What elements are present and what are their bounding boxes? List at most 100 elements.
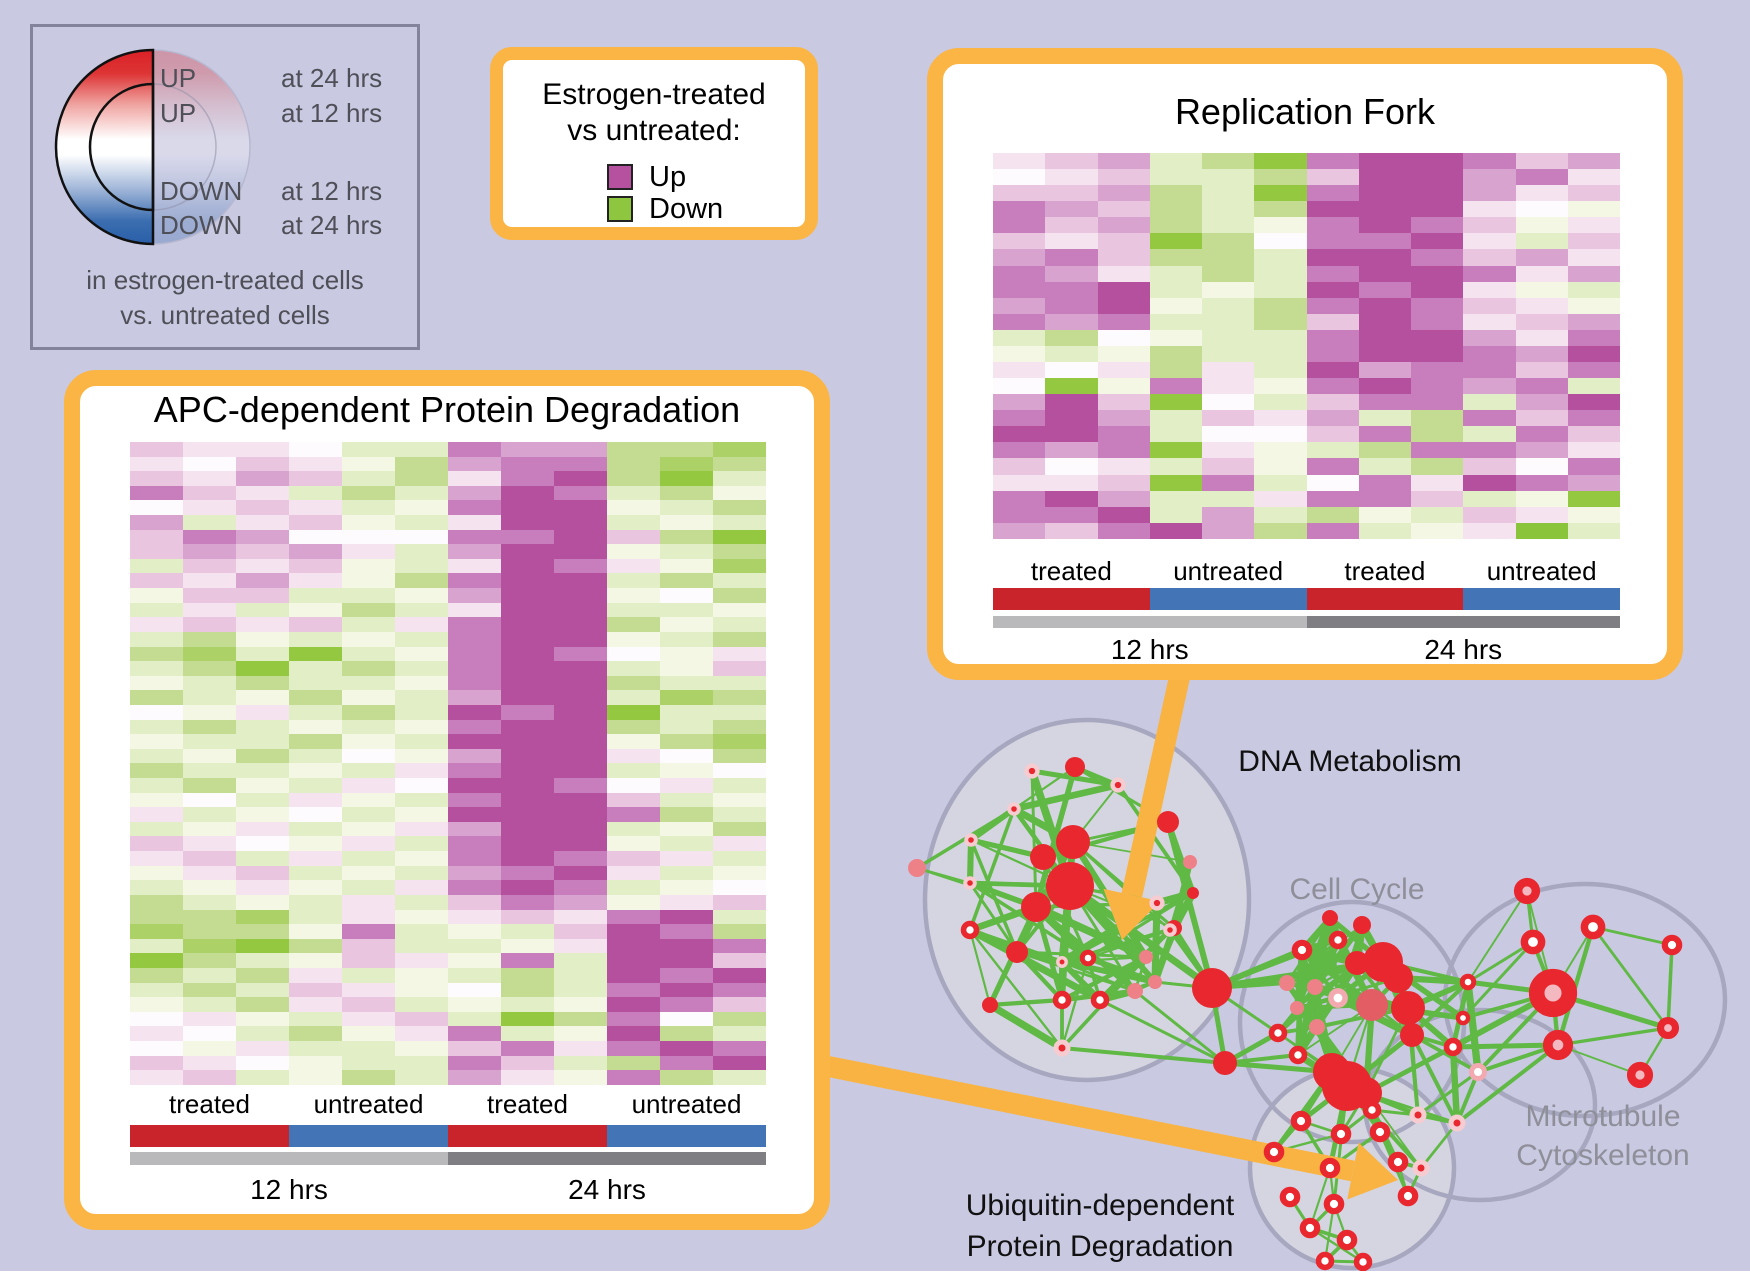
heatmap-cell: [1202, 506, 1255, 523]
legend-footer-line2: vs. untreated cells: [120, 300, 330, 330]
heatmap-cell: [993, 265, 1046, 282]
heatmap-cell: [130, 967, 183, 983]
heatmap-cell: [1097, 217, 1150, 234]
heatmap-cell: [183, 967, 236, 983]
heatmap-cell: [183, 500, 236, 516]
heatmap-cell: [1411, 506, 1464, 523]
heatmap-cell: [660, 894, 713, 910]
heatmap-cell: [130, 661, 183, 676]
heatmap-cell: [130, 442, 183, 457]
legend-time-24-bot: at 24 hrs: [281, 210, 383, 240]
heatmap-cell: [1411, 442, 1464, 459]
heatmap-cell: [713, 602, 766, 618]
heatmap-cell: [501, 588, 554, 603]
heatmap-cell: [1515, 217, 1568, 234]
heatmap-cell: [1567, 474, 1620, 491]
heatmap-cell: [183, 821, 236, 837]
heatmap-row: [993, 265, 1620, 282]
heatmap-cell: [1097, 378, 1150, 395]
heatmap-cell: [660, 529, 713, 545]
rf-condition-bars: [993, 588, 1620, 610]
heatmap-cell: [554, 836, 607, 852]
network-edge: [969, 838, 1019, 954]
heatmap-cell: [993, 281, 1046, 298]
heatmap-cell: [607, 646, 660, 662]
heatmap-cell: [1411, 329, 1464, 346]
heatmap-cell: [993, 233, 1046, 250]
heatmap-cell: [236, 631, 289, 647]
heatmap-cell: [1411, 362, 1464, 379]
heatmap-cell: [1202, 442, 1255, 459]
network-edge: [1410, 980, 1470, 1037]
heatmap-cell: [554, 953, 607, 968]
heatmap-cell: [713, 500, 766, 516]
group-label: untreated: [313, 1089, 424, 1119]
heatmap-cell: [993, 185, 1046, 202]
network-node-d25: [1183, 855, 1197, 869]
heatmap-cell: [395, 631, 448, 647]
heatmap-cell: [342, 997, 395, 1012]
heatmap-cell: [342, 442, 395, 457]
legend-time-12-top: at 12 hrs: [281, 98, 383, 128]
heatmap-cell: [448, 471, 501, 486]
group-label: treated: [169, 1089, 250, 1119]
heatmap-cell: [554, 1070, 607, 1085]
network-edge: [1066, 882, 1216, 992]
heatmap-cell: [1463, 490, 1516, 507]
heatmap-cell: [448, 573, 501, 589]
heatmap-cell: [448, 982, 501, 998]
heatmap-cell: [607, 1011, 660, 1027]
network-label-ub2: Protein Degradation: [966, 1230, 1234, 1263]
heatmap-cell: [395, 529, 448, 545]
heatmap-cell: [130, 880, 183, 895]
network-node-u2: [1330, 1123, 1352, 1145]
heatmap-cell: [342, 1070, 395, 1085]
heatmap-cell: [501, 573, 554, 589]
heatmap-cell: [183, 1011, 236, 1027]
heatmap-cell: [183, 675, 236, 691]
heatmap-cell: [1567, 362, 1620, 379]
heatmap-cell: [130, 573, 183, 589]
heatmap-cell: [448, 617, 501, 632]
heatmap-cell: [342, 924, 395, 939]
heatmap-cell: [130, 558, 183, 574]
heatmap-cell: [183, 807, 236, 822]
network-node-u12: [1387, 1151, 1409, 1173]
heatmap-cell: [993, 410, 1046, 427]
heatmap-cell: [1149, 442, 1202, 459]
heatmap-cell: [236, 529, 289, 545]
network-edge: [1059, 954, 1149, 1003]
heatmap-cell: [1515, 362, 1568, 379]
heatmap-cell: [1202, 265, 1255, 282]
heatmap-cell: [713, 661, 766, 676]
heatmap-cell: [236, 719, 289, 735]
heatmap-cell: [1306, 474, 1359, 491]
network-node-c6: [1345, 951, 1369, 975]
network-node-d16: [1157, 811, 1179, 833]
apc-condition-bars: [130, 1125, 766, 1147]
rf-heatmap: [993, 153, 1620, 539]
heatmap-cell: [607, 909, 660, 925]
heatmap-cell: [289, 865, 342, 881]
heatmap-row: [993, 281, 1620, 298]
heatmap-cell: [1097, 329, 1150, 346]
heatmap-cell: [501, 602, 554, 618]
heatmap-cell: [1254, 506, 1307, 523]
heatmap-cell: [501, 865, 554, 881]
heatmap-cell: [1567, 378, 1620, 395]
heatmap-cell: [395, 909, 448, 925]
heatmap-cell: [236, 442, 289, 457]
heatmap-cell: [1463, 281, 1516, 298]
heatmap-cell: [660, 704, 713, 720]
heatmap-cell: [448, 1070, 501, 1085]
heatmap-cell: [501, 851, 554, 866]
heatmap-cell: [130, 982, 183, 998]
heatmap-cell: [342, 661, 395, 676]
heatmap-cell: [660, 836, 713, 852]
apc-panel: APC-dependent Protein Degradation treate…: [64, 370, 830, 1230]
heatmap-cell: [183, 704, 236, 720]
heatmap-cell: [660, 485, 713, 501]
heatmap-cell: [1463, 345, 1516, 363]
heatmap-cell: [713, 1055, 766, 1071]
